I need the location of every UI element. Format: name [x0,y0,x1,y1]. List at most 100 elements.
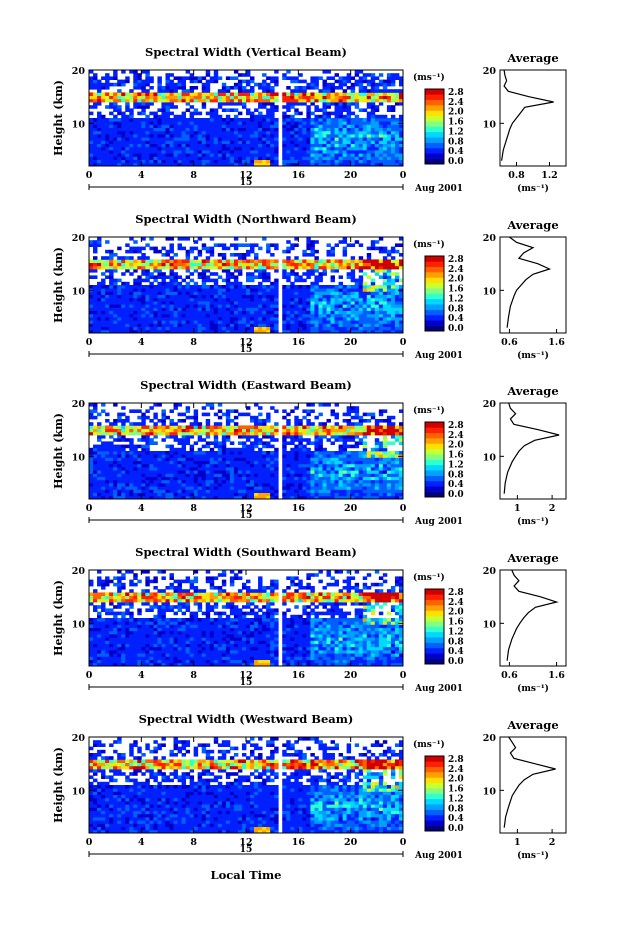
heatmap-cell [221,156,227,160]
heatmap-cell [362,98,368,103]
heatmap-cell [217,118,223,122]
heatmap-cell [113,431,118,436]
heatmap-cell [209,447,215,452]
heatmap-cell [266,82,271,87]
heatmap-cell [113,304,118,308]
heatmap-cell [205,479,211,484]
heatmap-cell [233,265,239,270]
heatmap-cell [129,479,134,484]
heatmap-cell [205,86,211,90]
heatmap-cell [113,301,118,305]
heatmap-cell [217,89,223,93]
colorbar-swatch [425,126,444,133]
heatmap-cell [201,412,207,417]
heatmap-cell [386,329,392,334]
heatmap-cell [250,285,255,289]
heatmap-cell [205,259,211,263]
heatmap-cell [237,326,243,331]
heatmap-cell [233,447,239,452]
heatmap-cell [89,137,94,141]
heatmap-cell [266,476,271,481]
heatmap-cell [310,162,315,167]
heatmap-cell [302,297,307,302]
heatmap-cell [370,121,376,125]
heatmap-cell [346,329,352,334]
heatmap-cell [225,95,231,100]
heatmap-cell [229,253,235,257]
heatmap-cell [262,153,267,157]
heatmap-cell [258,329,263,334]
heatmap-cell [133,486,138,490]
heatmap-cell [153,422,158,426]
heatmap-cell [141,294,146,299]
heatmap-cell [97,476,102,481]
heatmap-cell [350,127,356,132]
heatmap-cell [306,114,311,119]
heatmap-cell [169,73,174,77]
heatmap-cell [145,329,150,334]
heatmap-cell [185,140,191,144]
colorbar-swatch [425,153,444,159]
heatmap-cell [105,269,110,273]
heatmap-cell [133,463,138,468]
heatmap-cell [246,259,251,263]
heatmap-cell [290,272,295,276]
heatmap-cell [254,431,259,436]
heatmap-cell [161,457,166,461]
heatmap-cell [258,454,263,458]
heatmap-cell [205,249,211,254]
heatmap-cell [109,304,114,308]
heatmap-cell [197,447,203,452]
heatmap-cell [105,256,110,260]
heatmap-cell [250,111,255,116]
heatmap-cell [370,262,376,267]
heatmap-cell [262,121,267,125]
heatmap-cell [286,288,291,292]
heatmap-cell [326,92,331,96]
heatmap-cell [157,265,162,270]
heatmap-cell [101,313,106,318]
profile-x-tick-label: 0.6 [501,337,518,348]
heatmap-cell [121,489,126,493]
heatmap-cell [302,134,307,138]
heatmap-cell [89,76,94,80]
heatmap-cell [181,121,187,125]
heatmap-cell [370,124,376,128]
heatmap-cell [282,310,287,315]
heatmap-cell [141,153,146,157]
heatmap-cell [185,301,191,305]
heatmap-cell [125,415,130,420]
heatmap-cell [254,326,259,331]
heatmap-cell [189,320,195,324]
heatmap-cell [266,162,271,167]
heatmap-cell [286,495,291,500]
heatmap-cell [274,156,279,160]
heatmap-cell [105,240,110,244]
heatmap-cell [294,265,299,270]
heatmap-cell [185,441,191,445]
heatmap-cell [89,415,94,420]
heatmap-cell [286,320,291,324]
colorbar-swatch [425,293,444,300]
heatmap-cell [294,272,299,276]
heatmap-cell [97,237,102,241]
heatmap-cell [109,288,114,292]
heatmap-cell [318,76,323,80]
heatmap-cell [133,454,138,458]
heatmap-cell [394,272,400,276]
heatmap-cell [346,297,352,302]
heatmap-cell [117,419,122,423]
heatmap-cell [374,140,380,144]
heatmap-cell [169,291,174,295]
heatmap-cell [274,82,279,87]
heatmap-cell [205,134,211,138]
heatmap-cell [121,134,126,138]
heatmap-cell [217,301,223,305]
heatmap-cell [149,111,154,116]
heatmap-cell [274,476,279,481]
heatmap-cell [302,320,307,324]
heatmap-cell [145,467,150,471]
heatmap-cell [229,479,235,484]
heatmap-cell [334,95,339,100]
heatmap-cell [221,447,227,452]
